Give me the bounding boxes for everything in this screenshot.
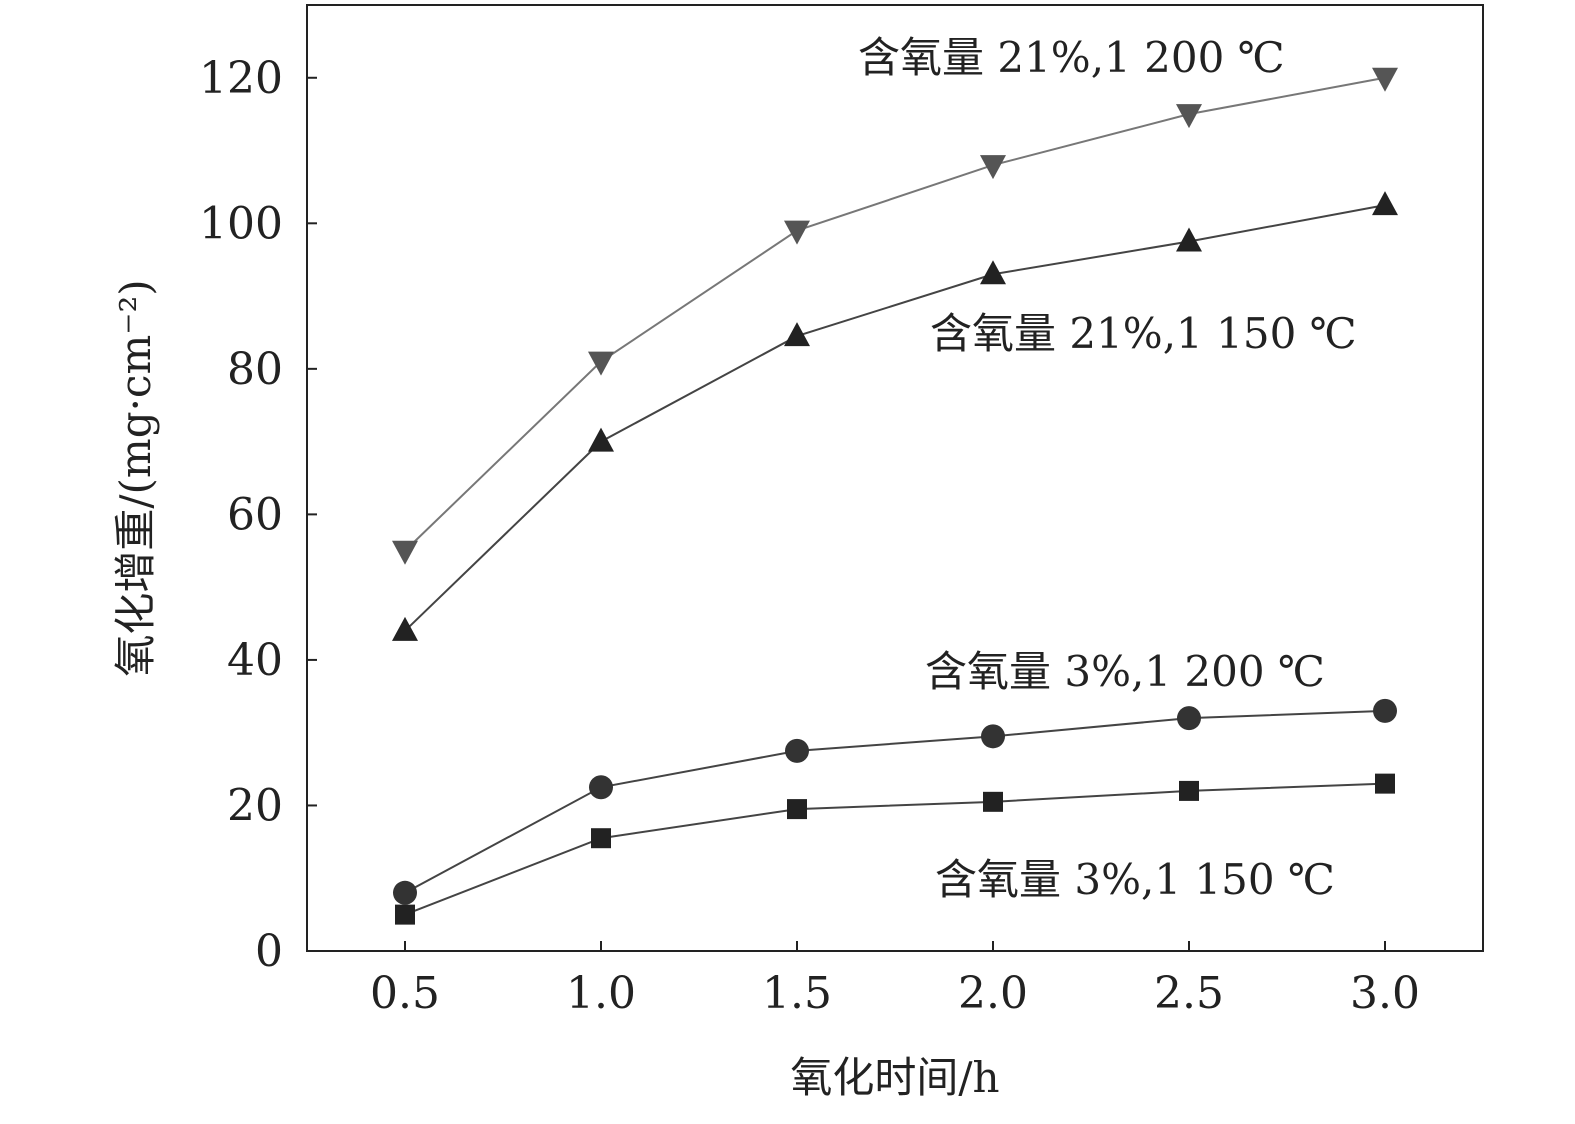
series-label-2: 含氧量 21%,1 150 ℃	[930, 309, 1357, 358]
plot-frame	[306, 4, 1484, 952]
data-point-square	[983, 791, 1003, 812]
data-point-circle	[393, 880, 417, 905]
data-point-circle	[1373, 698, 1397, 723]
data-point-circle	[981, 724, 1005, 749]
y-tick-label: 80	[227, 344, 283, 395]
x-tick-label: 0.5	[370, 968, 440, 1019]
y-tick-label: 20	[227, 780, 283, 831]
x-axis: 0.5 1.0 1.5 2.0 2.5 3.0	[370, 941, 1420, 1019]
series-line	[404, 76, 1386, 552]
y-axis-title: 氧化增重/(mg·cm⁻²)	[111, 279, 160, 676]
x-axis-title: 氧化时间/h	[790, 1053, 999, 1102]
data-point-triangle-up	[980, 260, 1006, 285]
data-point-circle	[589, 775, 613, 800]
y-tick-label: 60	[227, 489, 283, 540]
data-point-triangle-down	[980, 155, 1006, 180]
series-4	[395, 773, 1395, 925]
data-point-circle	[785, 738, 809, 763]
series-2	[392, 191, 1398, 641]
series-labels: 含氧量 21%,1 200 ℃ 含氧量 21%,1 150 ℃ 含氧量 3%,1 2…	[858, 33, 1357, 904]
x-tick-label: 1.5	[762, 968, 832, 1019]
x-tick-label: 3.0	[1350, 968, 1420, 1019]
series-line	[404, 204, 1386, 632]
plot-border	[306, 4, 1484, 952]
x-tick-label: 2.0	[958, 968, 1028, 1019]
x-tick-label: 2.5	[1154, 968, 1224, 1019]
data-point-square	[1375, 773, 1395, 794]
data-point-triangle-up	[784, 322, 810, 347]
data-point-triangle-down	[1176, 104, 1202, 129]
data-point-triangle-down	[784, 220, 810, 245]
data-point-triangle-down	[392, 540, 418, 565]
series-label-1: 含氧量 21%,1 200 ℃	[858, 33, 1285, 82]
y-axis: 0 20 40 60 80 100 120	[199, 53, 317, 977]
data-point-square	[787, 799, 807, 820]
series-label-3: 含氧量 3%,1 200 ℃	[925, 647, 1325, 696]
x-tick-label: 1.0	[566, 968, 636, 1019]
series-3	[393, 698, 1397, 905]
data-point-triangle-down	[1372, 67, 1398, 92]
series-line	[404, 709, 1386, 894]
data-point-triangle-down	[588, 351, 614, 376]
data-point-square	[591, 828, 611, 849]
data-point-triangle-up	[1176, 227, 1202, 252]
data-point-square	[1179, 780, 1199, 801]
y-tick-label: 40	[227, 635, 283, 686]
series-layer	[392, 67, 1398, 925]
series-line	[404, 782, 1386, 916]
y-tick-label: 0	[255, 926, 283, 977]
data-point-circle	[1177, 706, 1201, 731]
data-point-triangle-up	[1372, 191, 1398, 216]
data-point-triangle-up	[588, 427, 614, 452]
y-tick-label: 100	[199, 198, 283, 249]
data-point-square	[395, 904, 415, 925]
series-1	[392, 67, 1398, 565]
series-label-4: 含氧量 3%,1 150 ℃	[935, 855, 1335, 904]
data-point-triangle-up	[392, 616, 418, 641]
y-tick-label: 120	[199, 53, 283, 104]
